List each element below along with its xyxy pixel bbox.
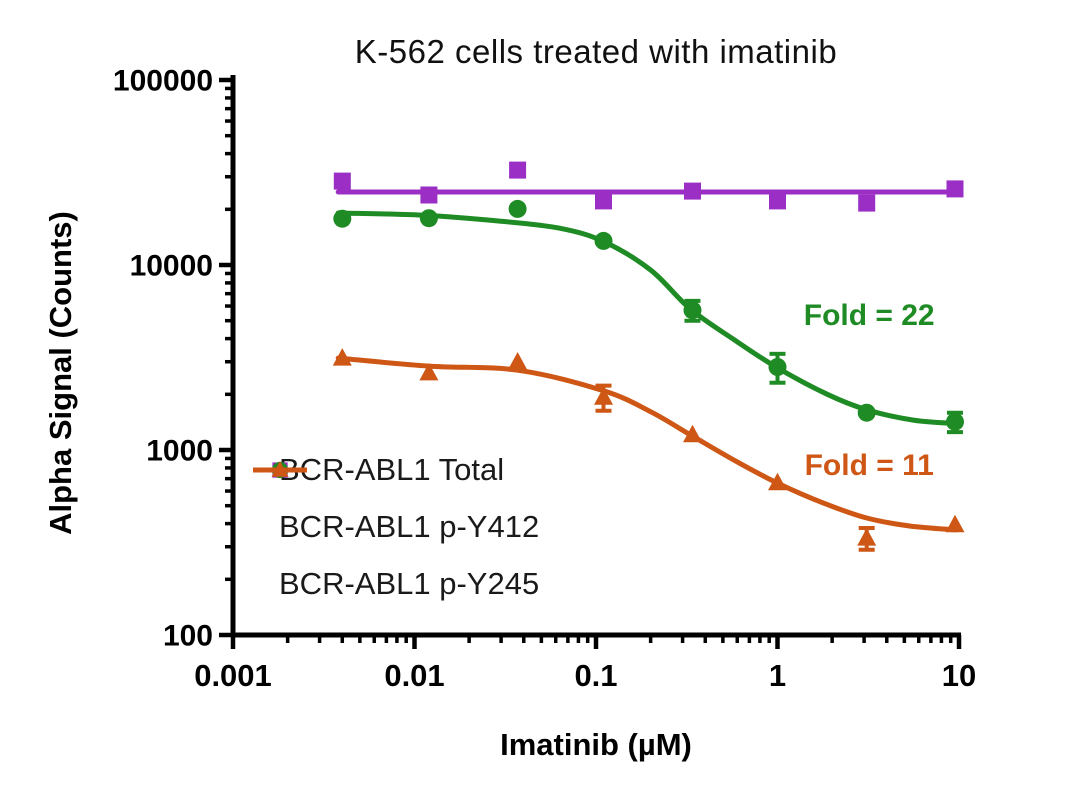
- marker-square: [420, 186, 438, 204]
- data-point-p-y412-6: [857, 403, 876, 422]
- data-point-p-y245-0: [332, 348, 352, 366]
- marker-circle: [946, 412, 964, 431]
- data-point-total-5: [769, 192, 786, 210]
- data-point-p-y412-4: [683, 301, 702, 320]
- y-tick-label: 100: [163, 620, 213, 653]
- x-tick-label: 1: [769, 658, 786, 693]
- marker-triangle: [419, 362, 439, 381]
- data-point-p-y245-4: [683, 424, 702, 443]
- y-tick-label: 100000: [113, 65, 213, 98]
- legend-label-p-y245: BCR-ABL1 p-Y245: [279, 566, 540, 601]
- chart-title: K-562 cells treated with imatinib: [354, 33, 838, 70]
- data-point-p-y412-2: [508, 199, 527, 218]
- marker-triangle: [857, 528, 877, 546]
- marker-square: [858, 194, 876, 212]
- legend-swatch-p-y245: [253, 461, 307, 477]
- legend-item-p-y412: BCR-ABL1 p-Y412: [253, 461, 540, 544]
- data-point-p-y245-3: [594, 387, 613, 405]
- marker-square: [595, 192, 612, 210]
- marker-circle: [508, 199, 527, 218]
- annotation-fold-y245: Fold = 11: [804, 448, 934, 482]
- marker-triangle: [271, 461, 289, 477]
- data-point-p-y245-1: [419, 362, 439, 381]
- data-point-p-y412-5: [768, 358, 787, 376]
- legend-item-total: BCR-ABL1 Total: [253, 452, 539, 487]
- data-point-p-y412-7: [946, 412, 964, 431]
- data-point-total-0: [333, 172, 351, 190]
- y-tick-label: 10000: [130, 250, 213, 283]
- marker-triangle: [508, 352, 528, 370]
- data-point-p-y412-3: [594, 231, 613, 250]
- data-point-p-y412-0: [333, 209, 352, 228]
- data-point-p-y245-2: [508, 352, 528, 370]
- marker-circle: [768, 358, 787, 376]
- marker-square: [769, 192, 786, 210]
- y-axis-title: Alpha Signal (Counts): [43, 211, 78, 535]
- x-tick-label: 0.01: [384, 658, 444, 693]
- data-point-total-7: [946, 180, 964, 198]
- x-tick-label: 10: [942, 658, 976, 693]
- marker-circle: [683, 301, 702, 320]
- annotation-fold-y412: Fold = 22: [803, 299, 935, 332]
- marker-triangle: [683, 424, 702, 443]
- marker-triangle: [945, 514, 965, 533]
- data-point-p-y245-5: [768, 472, 787, 491]
- marker-triangle: [594, 387, 613, 405]
- data-point-p-y245-7: [945, 514, 965, 533]
- x-tick-label: 0.1: [574, 658, 617, 693]
- data-point-total-2: [509, 161, 527, 179]
- data-point-total-6: [858, 194, 876, 212]
- data-point-p-y245-6: [857, 528, 877, 546]
- legend-label-total: BCR-ABL1 Total: [279, 452, 505, 487]
- legend-label-p-y412: BCR-ABL1 p-Y412: [279, 509, 540, 544]
- data-point-p-y412-1: [419, 209, 438, 228]
- marker-circle: [594, 231, 613, 250]
- marker-triangle: [332, 348, 352, 366]
- x-tick-label: 0.001: [194, 658, 272, 693]
- marker-circle: [857, 403, 876, 422]
- marker-square: [509, 161, 527, 179]
- data-point-total-4: [684, 182, 701, 200]
- marker-circle: [333, 209, 352, 228]
- legend-item-p-y245: BCR-ABL1 p-Y245: [253, 461, 540, 601]
- marker-square: [333, 172, 351, 190]
- marker-circle: [419, 209, 438, 228]
- marker-square: [684, 182, 701, 200]
- legend: BCR-ABL1 Total BCR-ABL1 p-Y412 BCR-ABL1 p-…: [253, 452, 540, 601]
- marker-triangle: [768, 472, 787, 491]
- data-point-total-1: [420, 186, 438, 204]
- x-axis-title: Imatinib (µM): [500, 727, 692, 762]
- marker-square: [946, 180, 964, 198]
- data-point-total-3: [595, 192, 612, 210]
- y-tick-label: 1000: [146, 435, 213, 468]
